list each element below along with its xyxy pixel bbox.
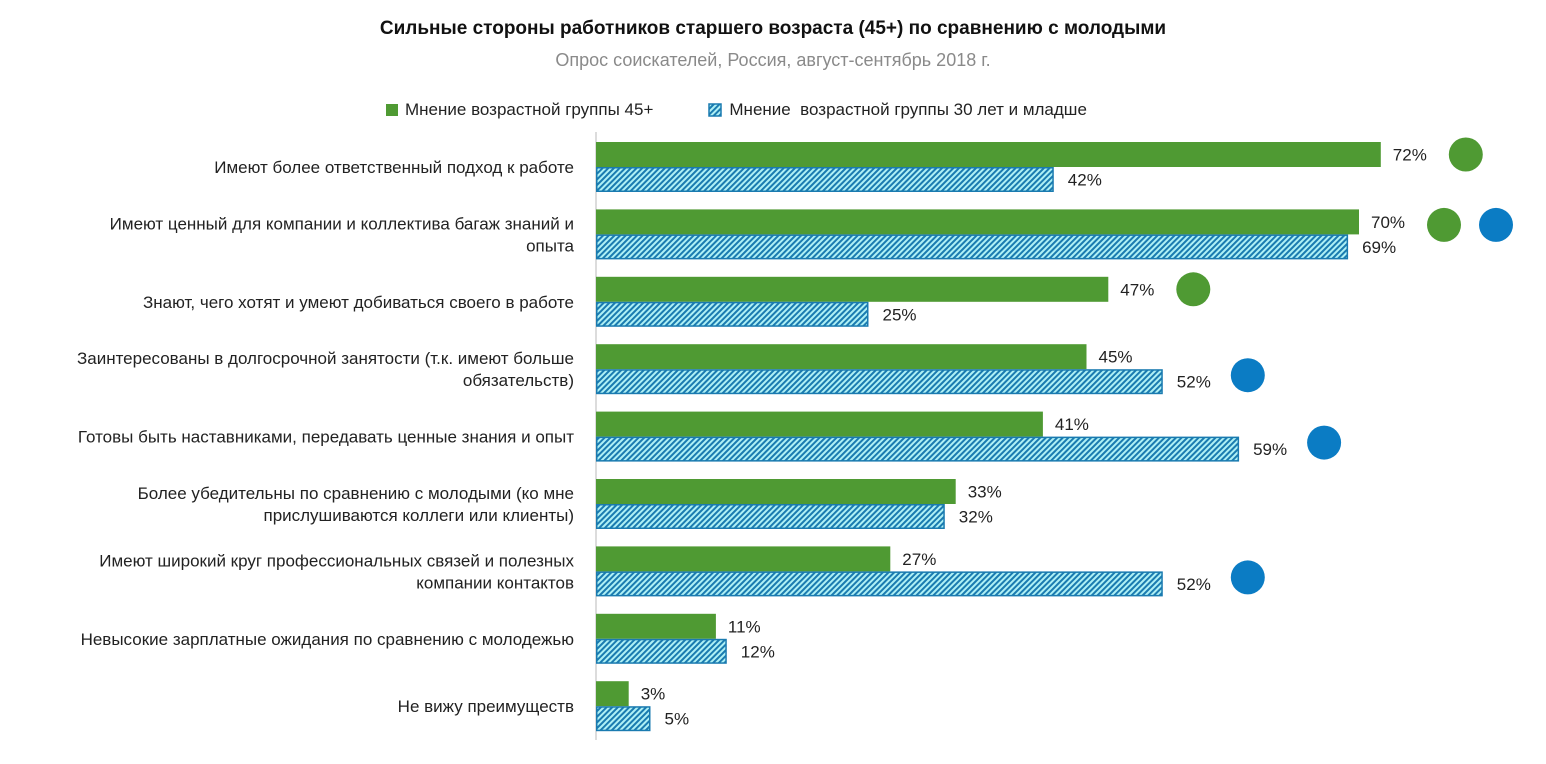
- bar-30minus: [596, 369, 1163, 395]
- bar-30minus: [596, 638, 727, 664]
- category-label: Имеют ценный для компании и коллектива б…: [110, 214, 574, 233]
- data-label: 72%: [1393, 146, 1427, 165]
- data-label: 12%: [741, 642, 775, 661]
- data-label: 45%: [1099, 348, 1133, 367]
- bar-45plus: [596, 411, 1043, 437]
- data-label: 32%: [959, 508, 993, 527]
- bar-45plus: [596, 142, 1381, 167]
- bar-45plus: [596, 344, 1087, 370]
- data-label: 11%: [728, 617, 761, 636]
- category-label: Более убедительны по сравнению с молодым…: [138, 484, 574, 503]
- data-label: 59%: [1253, 440, 1287, 459]
- bar-45plus: [596, 613, 716, 639]
- bar-30minus: [596, 234, 1349, 260]
- legend-swatch-hatched: [708, 103, 723, 117]
- category-label: Знают, чего хотят и умеют добиваться сво…: [143, 293, 574, 312]
- bar-30minus: [596, 571, 1163, 597]
- data-label: 5%: [665, 710, 690, 729]
- data-label: 42%: [1068, 171, 1102, 190]
- legend: Мнение возрастной группы 45+ Мнение возр…: [386, 100, 1142, 120]
- marker-green: [1448, 137, 1483, 172]
- data-label: 52%: [1177, 575, 1211, 594]
- category-label: Готовы быть наставниками, передавать цен…: [78, 428, 574, 447]
- bar-45plus: [596, 209, 1359, 235]
- data-label: 70%: [1371, 213, 1405, 232]
- data-label: 3%: [641, 685, 666, 704]
- category-label: Имеют более ответственный подход к работ…: [214, 158, 574, 177]
- data-label: 69%: [1362, 238, 1396, 257]
- marker-blue: [1479, 207, 1513, 242]
- marker-blue: [1307, 425, 1342, 460]
- category-label: обязательств): [463, 371, 574, 390]
- chart-subtitle: Опрос соискателей, Россия, август-сентяб…: [555, 50, 991, 70]
- legend-item-30minus: Мнение возрастной группы 30 лет и младше: [708, 100, 1087, 120]
- bar-45plus: [596, 546, 891, 572]
- category-label: Имеют широкий круг профессиональных связ…: [99, 551, 574, 570]
- data-label: 47%: [1120, 280, 1154, 299]
- category-label: Не вижу преимуществ: [398, 697, 574, 716]
- bar-30minus: [596, 504, 945, 529]
- category-label: Невысокие зарплатные ожидания по сравнен…: [81, 630, 575, 649]
- marker-green: [1427, 207, 1461, 242]
- legend-swatch-green: [386, 104, 398, 116]
- bar-45plus: [596, 681, 629, 707]
- category-label: прислушиваются коллеги или клиенты): [263, 506, 574, 525]
- bar-30minus: [596, 301, 869, 327]
- legend-label: Мнение возрастной группы 30 лет и младше: [729, 100, 1087, 119]
- marker-blue: [1230, 358, 1265, 393]
- data-label: 33%: [968, 483, 1002, 502]
- bar-30minus: [596, 436, 1240, 462]
- category-label: Заинтересованы в долгосрочной занятости …: [77, 349, 574, 368]
- bar-45plus: [596, 479, 956, 504]
- data-label: 41%: [1055, 415, 1089, 434]
- data-label: 25%: [883, 305, 917, 324]
- category-label: опыта: [526, 236, 574, 255]
- bar-30minus: [596, 167, 1054, 192]
- data-label: 27%: [902, 550, 936, 569]
- data-label: 52%: [1177, 373, 1211, 392]
- legend-label: Мнение возрастной группы 45+: [405, 100, 654, 119]
- category-label: компании контактов: [416, 573, 574, 592]
- marker-blue: [1230, 560, 1265, 595]
- chart-title: Сильные стороны работников старшего возр…: [379, 18, 1167, 39]
- marker-green: [1176, 272, 1211, 307]
- legend-item-45plus: Мнение возрастной группы 45+: [386, 100, 653, 120]
- bar-30minus: [596, 706, 651, 732]
- bar-45plus: [596, 276, 1109, 302]
